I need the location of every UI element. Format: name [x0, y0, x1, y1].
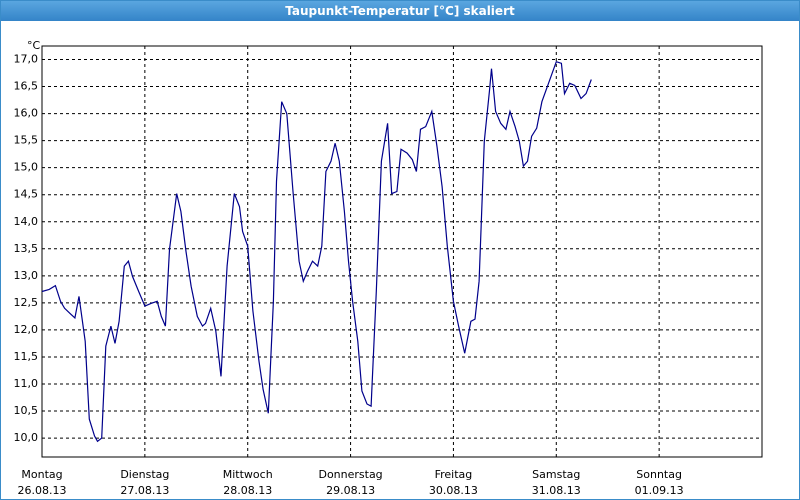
- y-tick-label: 11,0: [14, 377, 39, 390]
- y-tick-label: 17,0: [14, 53, 39, 66]
- x-tick-date: 29.08.13: [326, 484, 375, 497]
- y-tick-label: 14,0: [14, 215, 39, 228]
- y-tick-label: 15,5: [14, 134, 39, 147]
- x-tick-date: 30.08.13: [429, 484, 478, 497]
- plot-frame: [41, 45, 763, 458]
- x-tick-label: Montag: [21, 468, 62, 481]
- y-tick-label: 12,0: [14, 323, 39, 336]
- x-tick-date: 26.08.13: [18, 484, 67, 497]
- y-tick-label: 13,0: [14, 269, 39, 282]
- x-tick-label: Dienstag: [120, 468, 169, 481]
- y-tick-label: 12,5: [14, 296, 39, 309]
- y-tick-label: 11,5: [14, 350, 39, 363]
- y-tick-label: 16,5: [14, 80, 39, 93]
- line: [41, 60, 592, 443]
- y-tick-label: 14,5: [14, 188, 39, 201]
- y-tick-label: 10,5: [14, 404, 39, 417]
- x-tick-date: 28.08.13: [223, 484, 272, 497]
- x-tick-label: Sonntag: [636, 468, 682, 481]
- x-tick-label: Samstag: [532, 468, 580, 481]
- y-tick-label: 10,0: [14, 431, 39, 444]
- x-tick-date: 01.09.13: [635, 484, 684, 497]
- x-tick-date: 27.08.13: [120, 484, 169, 497]
- y-tick-label: 13,5: [14, 242, 39, 255]
- chart: °C 10,0 10,5 11,0 11,5 12,0 12,5 13,0 13,5 14,0 14…: [14, 39, 763, 497]
- x-tick-date: 31.08.13: [532, 484, 581, 497]
- y-tick-label: 16,0: [14, 107, 39, 120]
- x-tick-label: Freitag: [435, 468, 473, 481]
- x-tick-label: Mittwoch: [223, 468, 273, 481]
- x-tick-label: Donnerstag: [318, 468, 382, 481]
- y-unit: °C: [27, 39, 41, 52]
- title-bar: Taupunkt-Temperatur [°C] skaliert: [1, 1, 799, 21]
- y-tick-label: 15,0: [14, 161, 39, 174]
